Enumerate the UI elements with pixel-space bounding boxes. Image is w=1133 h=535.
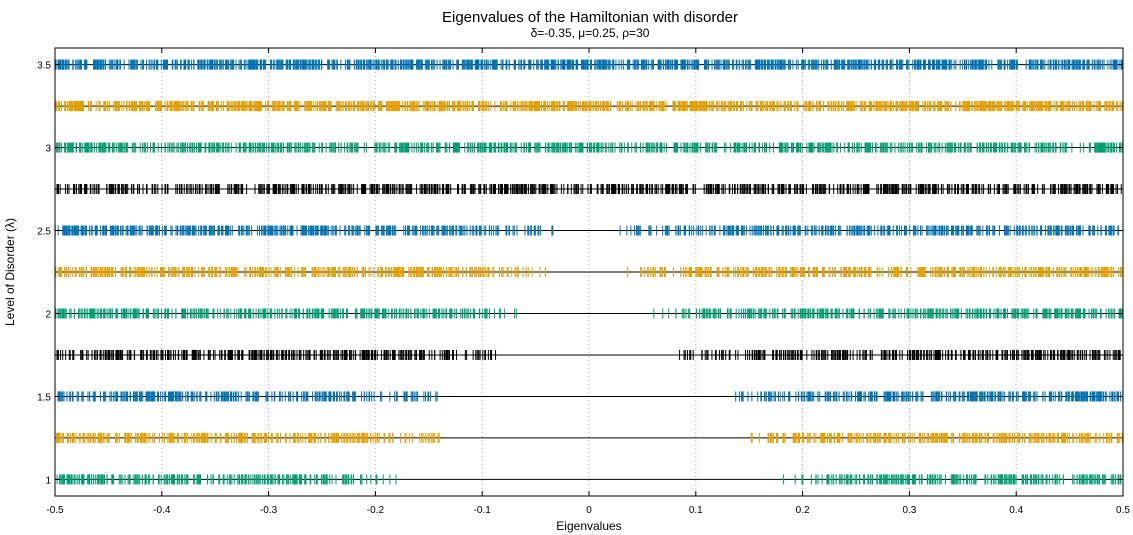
eigenvalue-series	[56, 474, 1122, 485]
eigenvalue-series	[57, 391, 1124, 402]
chart-subtitle: δ=-0.35, μ=0.25, ρ=30	[531, 26, 650, 40]
eigenvalue-series	[56, 184, 1124, 195]
chart-title: Eigenvalues of the Hamiltonian with diso…	[442, 9, 738, 26]
eigenvalue-series	[55, 308, 1124, 319]
eigenvalue-series	[54, 225, 1119, 236]
eigenvalue-series	[56, 432, 1123, 443]
eigenvalue-series	[55, 267, 1123, 277]
eigenvalue-series	[56, 349, 1121, 360]
eigenvalue-marks	[54, 59, 1124, 485]
